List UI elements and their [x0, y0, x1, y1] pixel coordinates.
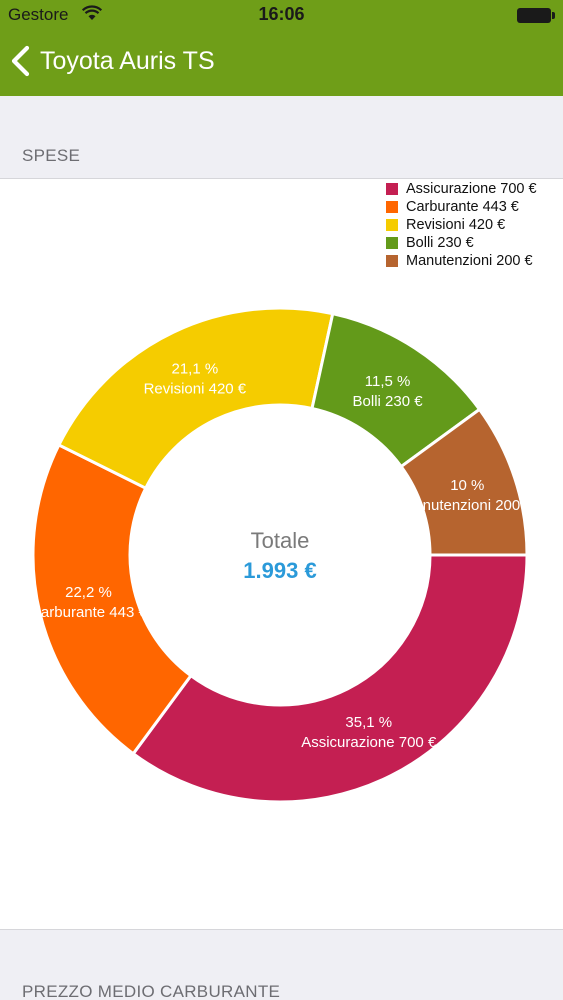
slice-value-label: Revisioni 420 €	[144, 380, 247, 397]
slice-percent-label: 11,5 %	[365, 373, 411, 390]
slice-value-label: Manutenzioni 200 €	[402, 497, 534, 514]
slice-value-label: Bolli 230 €	[353, 393, 424, 410]
section-header-spese: SPESE	[22, 146, 81, 165]
expenses-donut-chart: 35,1 % Assicurazione 700 € 22,2 % Carburant…	[30, 306, 534, 804]
slice-assicurazione	[131, 553, 529, 804]
legend-item-carburante: Carburante 443 €	[386, 198, 537, 216]
status-bar: Gestore 16:06	[0, 0, 563, 30]
status-time: 16:06	[258, 4, 305, 24]
legend-label: Bolli 230 €	[406, 235, 474, 251]
legend-item-manutenzioni: Manutenzioni 200 €	[386, 252, 537, 270]
legend-swatch	[386, 201, 398, 213]
donut-hole	[138, 413, 422, 697]
page-title: Toyota Auris TS	[40, 47, 215, 75]
carrier-name: Gestore	[8, 5, 69, 24]
total-value: 1.993 €	[243, 558, 316, 583]
legend-item-bolli: Bolli 230 €	[386, 234, 537, 252]
legend-label: Carburante 443 €	[406, 199, 519, 215]
chart-legend: Assicurazione 700 € Carburante 443 € Rev…	[386, 180, 537, 270]
slice-manutenzioni	[399, 407, 529, 557]
legend-item-assicurazione: Assicurazione 700 €	[386, 180, 537, 198]
legend-swatch	[386, 219, 398, 231]
legend-item-revisioni: Revisioni 420 €	[386, 216, 537, 234]
navigation-bar: Toyota Auris TS	[0, 30, 563, 96]
slice-value-label: Carburante 443 €	[30, 604, 147, 621]
slice-revisioni	[56, 306, 335, 491]
back-chevron-icon[interactable]	[8, 44, 40, 78]
legend-swatch	[386, 183, 398, 195]
slice-percent-label: 10 %	[450, 477, 484, 494]
slice-percent-label: 22,2 %	[65, 584, 112, 601]
legend-swatch	[386, 255, 398, 267]
slice-carburante	[31, 442, 193, 756]
legend-label: Revisioni 420 €	[406, 217, 506, 233]
section-header-prezzo-medio-carburante: PREZZO MEDIO CARBURANTE	[22, 982, 281, 1000]
slice-percent-label: 21,1 %	[172, 360, 219, 377]
legend-swatch	[386, 237, 398, 249]
legend-label: Manutenzioni 200 €	[406, 253, 533, 269]
battery-icon	[517, 8, 555, 23]
total-label: Totale	[251, 528, 310, 553]
legend-label: Assicurazione 700 €	[406, 181, 537, 197]
slice-percent-label: 35,1 %	[345, 714, 392, 731]
wifi-icon	[81, 5, 103, 26]
slice-value-label: Assicurazione 700 €	[301, 734, 437, 751]
